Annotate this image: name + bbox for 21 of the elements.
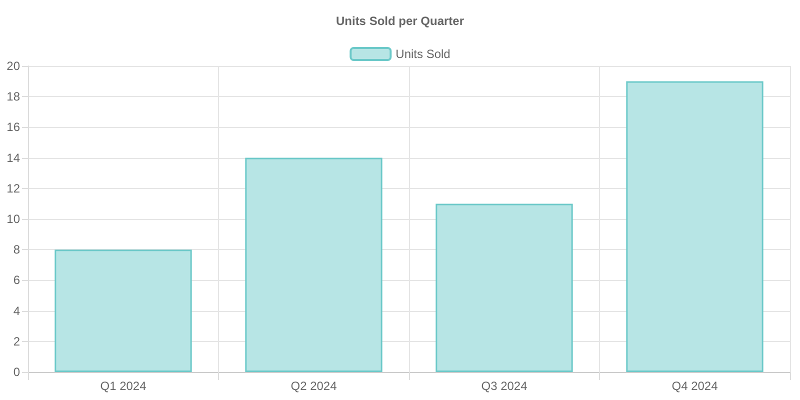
y-tick-label: 14 [6, 150, 20, 165]
x-tick-label: Q2 2024 [290, 379, 338, 393]
x-tick-label: Q4 2024 [672, 379, 718, 393]
bar [436, 204, 573, 372]
chart-title: Units Sold per Quarter [336, 14, 464, 28]
bar [54, 250, 192, 372]
y-tick-label: 16 [6, 120, 20, 134]
y-tick-label: 4 [13, 304, 20, 318]
y-tick-label: 20 [6, 59, 20, 73]
y-tick-label: 6 [13, 273, 20, 288]
y-tick-label: 0 [13, 365, 20, 379]
x-tick-label: Q3 2024 [481, 379, 528, 393]
y-tick-label: 2 [13, 334, 20, 348]
y-tick-label: 18 [6, 90, 20, 104]
legend-label: Units Sold [396, 47, 450, 61]
y-tick-label: 8 [13, 242, 20, 257]
y-tick-label: 10 [6, 212, 20, 226]
bar [245, 158, 382, 372]
x-tick-label: Q1 2024 [100, 379, 147, 393]
y-tick-label: 12 [6, 181, 20, 196]
bar [626, 81, 764, 372]
